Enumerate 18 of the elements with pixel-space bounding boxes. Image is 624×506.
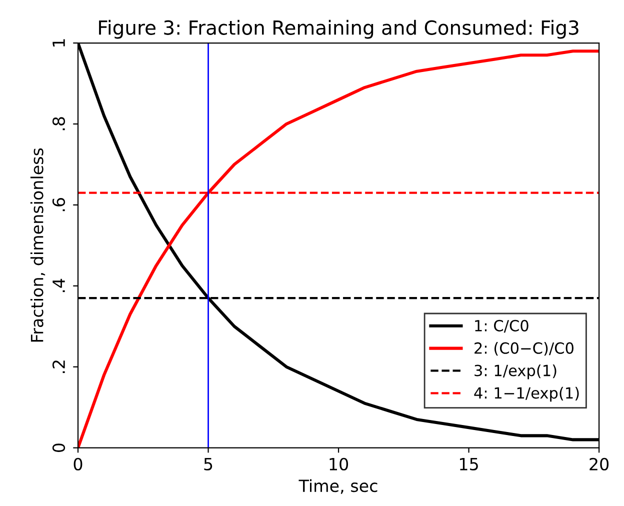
y-tick-label: .4 bbox=[52, 278, 65, 292]
legend-label: 2: (C0−C)/C0 bbox=[474, 342, 574, 356]
chart-title: Figure 3: Fraction Remaining and Consumed: Fig3 bbox=[99, 20, 578, 39]
x-tick-label: 20 bbox=[590, 458, 609, 470]
y-tick-label: .8 bbox=[52, 117, 66, 130]
x-tick-label: 0 bbox=[74, 458, 82, 470]
y-tick-label: .6 bbox=[52, 198, 66, 212]
y-tick-label: .2 bbox=[52, 360, 65, 374]
legend-label: 3: 1/exp(1) bbox=[474, 364, 556, 380]
x-tick-label: 10 bbox=[330, 458, 348, 470]
x-axis-title: Time, sec bbox=[298, 479, 378, 494]
x-tick-label: 15 bbox=[460, 458, 478, 470]
y-tick-label: 0 bbox=[52, 444, 66, 452]
x-tick-label: 5 bbox=[204, 458, 212, 470]
y-tick-label: 1 bbox=[52, 39, 65, 46]
legend-label: 4: 1−1/exp(1) bbox=[474, 386, 579, 402]
legend-label: 1: C/C0 bbox=[475, 320, 528, 333]
y-axis-title: Fraction, dimensionless bbox=[30, 148, 46, 342]
